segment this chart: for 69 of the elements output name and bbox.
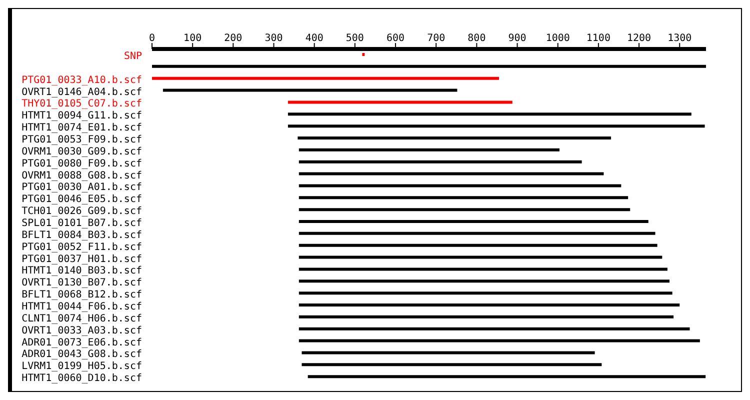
y-tick-label: ADR01_0073_E06.b.scf: [22, 337, 142, 348]
y-tick-label: PTG01_0080_F09.b.scf: [22, 158, 142, 170]
y-tick-label: CLNT1_0074_H06.b.scf: [22, 313, 142, 324]
y-tick-label: HTMT1_0074_E01.b.scf: [22, 122, 142, 134]
bar: [302, 351, 595, 354]
bar: [298, 256, 662, 259]
bar: [288, 100, 512, 104]
bar: [288, 112, 692, 116]
y-tick-label: OVRT1_0033_A03.b.scf: [22, 325, 142, 336]
bar: [298, 304, 680, 306]
bar: [308, 375, 706, 378]
bar: [298, 220, 648, 223]
bar: [362, 53, 365, 56]
y-tick-label: TCH01_0026_G09.b.scf: [22, 206, 142, 218]
bar: [298, 327, 690, 330]
y-tick-label: PTG01_0052_F11.b.scf: [22, 242, 142, 253]
y-tick-label: OVRT1_0130_B07.b.scf: [22, 278, 142, 289]
y-tick-label: HTMT1_0094_G11.b.scf: [22, 110, 142, 122]
y-tick-label: OVRM1_0030_G09.b.scf: [22, 146, 142, 158]
bar: [298, 172, 604, 176]
bar: [298, 136, 612, 140]
y-tick-label: SPL01_0101_B07.b.scf: [22, 218, 142, 229]
x-tick-label: 1200: [626, 33, 652, 44]
x-tick-label: 0: [148, 33, 156, 44]
bar: [298, 184, 622, 188]
x-tick-label: 800: [468, 33, 486, 44]
bar: [298, 280, 670, 283]
bar: [302, 363, 602, 366]
bar: [298, 339, 700, 342]
bar: [298, 196, 628, 200]
x-tick-label: 700: [427, 33, 446, 44]
y-tick-label: OVRT1_0146_A04.b.scf: [22, 86, 142, 98]
y-tick-label: SNP: [124, 50, 142, 62]
bar: [298, 160, 582, 164]
y-tick-label: LVRM1_0199_H05.b.scf: [22, 361, 142, 372]
bar: [298, 292, 672, 295]
bar: [298, 148, 560, 152]
bar: [152, 64, 706, 68]
x-tick-label: 1000: [546, 33, 570, 44]
y-tick-label: HTMT1_0060_D10.b.scf: [22, 373, 142, 384]
y-tick-label: PTG01_0053_F09.b.scf: [22, 134, 142, 146]
y-tick-label: OVRM1_0088_G08.b.scf: [22, 170, 142, 182]
y-tick-label: THY01_0105_C07.b.scf: [22, 98, 142, 110]
x-tick-label: 900: [508, 33, 526, 44]
y-tick-label: PTG01_0037_H01.b.scf: [22, 254, 142, 265]
x-tick-label: 300: [264, 33, 283, 44]
bar: [298, 232, 656, 235]
x-tick-label: 200: [224, 33, 242, 44]
bar: [298, 268, 668, 271]
bar: [298, 244, 658, 247]
y-tick-label: HTMT1_0140_B03.b.scf: [22, 266, 142, 277]
bar: [152, 76, 500, 80]
x-tick-label: 600: [386, 33, 405, 44]
x-tick-label: 1300: [668, 33, 692, 44]
x-tick-label: 1100: [586, 33, 610, 44]
x-tick-label: 400: [305, 33, 324, 44]
bar: [298, 315, 674, 318]
y-tick-label: PTG01_0030_A01.b.scf: [22, 182, 142, 194]
bar: [288, 124, 705, 128]
x-tick-label: 100: [184, 33, 202, 44]
y-tick-label: HTMT1_0044_F06.b.scf: [22, 301, 142, 312]
y-tick-label: ADR01_0043_G08.b.scf: [22, 349, 142, 360]
x-tick-label: 500: [346, 33, 364, 44]
bar: [298, 208, 630, 212]
y-tick-label: BFLT1_0068_B12.b.scf: [22, 290, 142, 301]
y-tick-label: PTG01_0046_E05.b.scf: [22, 194, 142, 206]
bar: [162, 88, 458, 92]
y-tick-label: BFLT1_0084_B03.b.scf: [22, 230, 142, 241]
y-tick-label: PTG01_0033_A10.b.scf: [22, 74, 142, 86]
